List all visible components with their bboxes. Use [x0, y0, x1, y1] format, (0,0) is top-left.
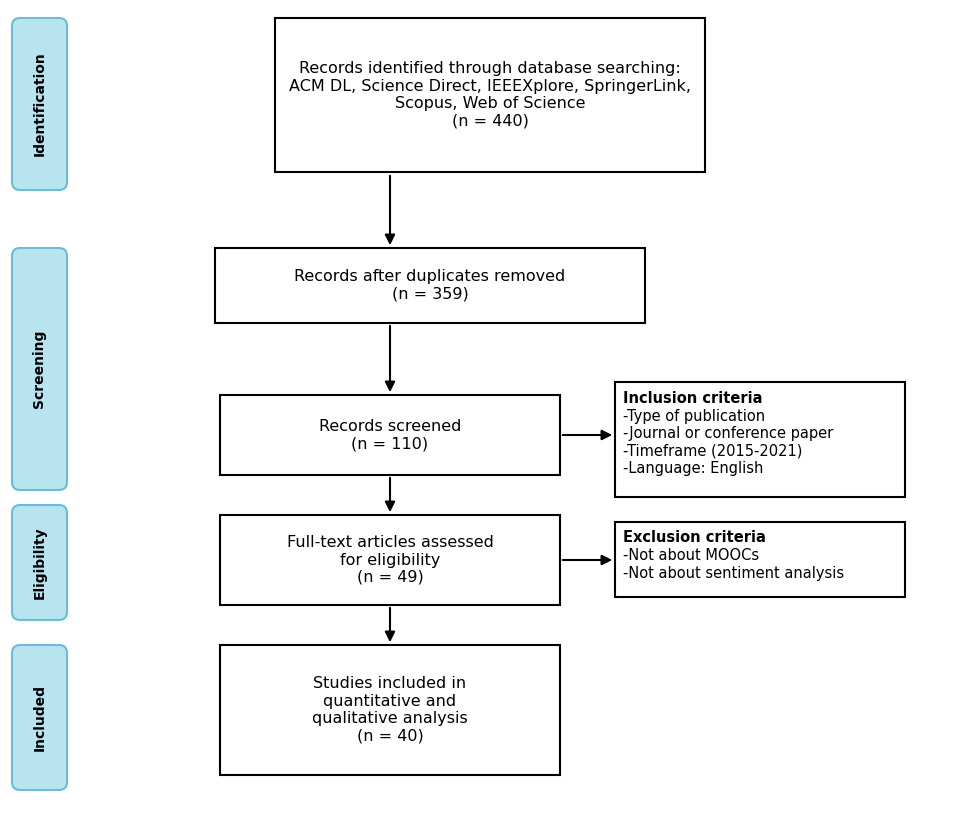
Bar — [220, 645, 559, 775]
Bar — [220, 395, 559, 475]
Text: -Type of publication
-Journal or conference paper
-Timeframe (2015-2021)
-Langua: -Type of publication -Journal or confere… — [623, 408, 832, 476]
Text: -Not about MOOCs
-Not about sentiment analysis: -Not about MOOCs -Not about sentiment an… — [623, 549, 843, 581]
Text: Records after duplicates removed
(n = 359): Records after duplicates removed (n = 35… — [294, 269, 565, 301]
Bar — [275, 18, 704, 172]
Text: Exclusion criteria: Exclusion criteria — [623, 531, 765, 546]
Text: Screening: Screening — [33, 330, 46, 408]
Text: Full-text articles assessed
for eligibility
(n = 49): Full-text articles assessed for eligibil… — [286, 535, 493, 585]
FancyBboxPatch shape — [12, 18, 67, 190]
Text: Included: Included — [33, 684, 46, 751]
Bar — [614, 523, 904, 598]
FancyBboxPatch shape — [12, 645, 67, 790]
Bar — [220, 515, 559, 605]
Bar — [214, 247, 644, 323]
Bar — [614, 382, 904, 498]
Text: Eligibility: Eligibility — [33, 526, 46, 599]
FancyBboxPatch shape — [12, 248, 67, 490]
Text: Identification: Identification — [33, 51, 46, 156]
FancyBboxPatch shape — [12, 505, 67, 620]
Text: Inclusion criteria: Inclusion criteria — [623, 390, 762, 406]
Text: Records identified through database searching:
ACM DL, Science Direct, IEEEXplor: Records identified through database sear… — [288, 62, 690, 128]
Text: Studies included in
quantitative and
qualitative analysis
(n = 40): Studies included in quantitative and qua… — [311, 676, 467, 744]
Text: Records screened
(n = 110): Records screened (n = 110) — [318, 419, 460, 451]
